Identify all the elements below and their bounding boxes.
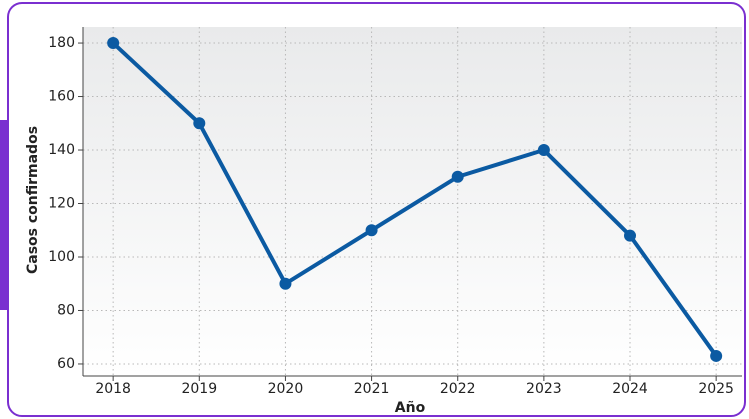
x-axis-label: Año: [395, 400, 426, 416]
point: [537, 144, 550, 157]
y-tick-label: 80: [57, 302, 75, 318]
x-tick-label: 2018: [95, 381, 131, 397]
y-tick-label: 140: [48, 142, 75, 158]
x-tick-label: 2024: [612, 381, 648, 397]
point: [451, 170, 464, 183]
x-tick-label: 2019: [181, 381, 217, 397]
point: [624, 229, 637, 242]
plot-area: [83, 27, 742, 376]
y-tick-label: 60: [57, 356, 75, 372]
y-tick-label: 160: [48, 89, 75, 105]
y-tick-label: 100: [48, 249, 75, 265]
x-tick-label: 2020: [268, 381, 304, 397]
point: [365, 224, 378, 237]
y-tick-label: 180: [48, 35, 75, 51]
y-tick-label: 120: [48, 196, 75, 212]
point: [193, 117, 206, 130]
x-tick-label: 2022: [440, 381, 476, 397]
x-tick-label: 2025: [698, 381, 734, 397]
point: [107, 37, 120, 50]
y-axis-label: Casos confirmados: [25, 126, 41, 274]
x-tick-label: 2021: [354, 381, 390, 397]
point: [279, 277, 292, 290]
line: [111, 41, 718, 358]
accent-bar: [0, 120, 8, 310]
x-tick-label: 2023: [526, 381, 562, 397]
point: [710, 349, 723, 362]
